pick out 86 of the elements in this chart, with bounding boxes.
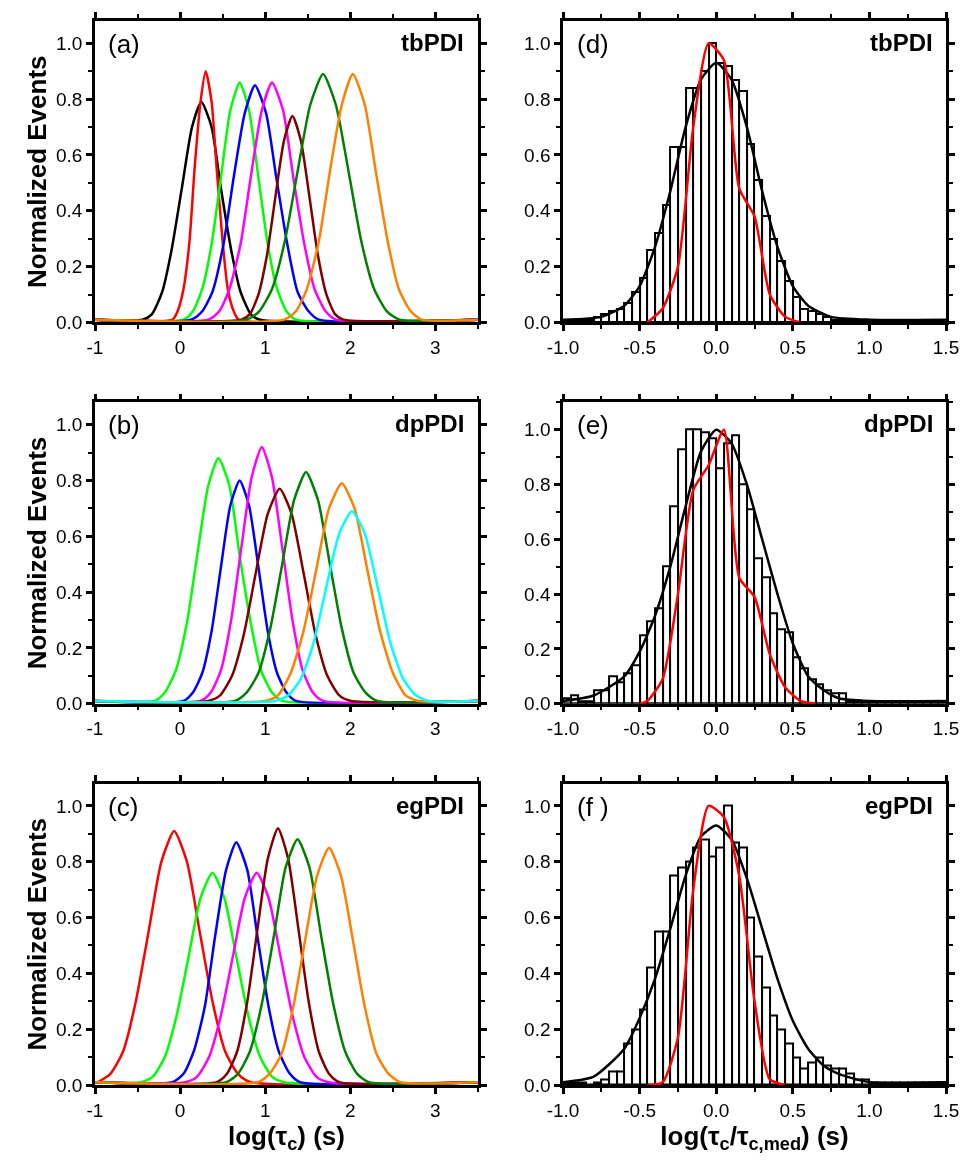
x-axis-title: log(τ$_{c}$) (s) [227,1120,345,1155]
x-tick-label: 1 [259,1099,271,1121]
y-tick-label: 0.0 [524,693,551,715]
y-tick-label: 0.8 [56,88,83,110]
y-tick-label: 1.0 [524,32,551,54]
y-tick-label: 0.2 [56,1018,83,1040]
annotation: (a) [108,29,140,59]
y-tick-label: 0.6 [524,528,551,550]
y-tick-label: 0.4 [524,583,551,605]
x-tick-label: 1.5 [932,718,960,740]
y-axis-title: Normalized Events [22,817,53,1051]
y-tick-label: 0.4 [56,200,83,222]
x-tick-label: 1.0 [856,337,883,359]
x-tick-label: 1.5 [932,337,960,359]
annotation: egPDI [396,792,465,819]
y-tick-label: 1.0 [524,419,551,441]
y-tick-label: 0.0 [524,1074,551,1096]
y-tick-label: 0.2 [524,1018,551,1040]
annotation: (d) [577,29,609,59]
annotation: tbPDI [870,29,933,56]
y-tick-label: 0.8 [524,88,551,110]
x-tick-label: -1.0 [546,337,580,359]
x-tick-label: 1 [259,337,271,359]
x-tick-label: 1 [259,718,271,740]
x-tick-label: 2 [345,718,356,740]
x-tick-label: 0.0 [703,337,730,359]
annotation: tbPDI [401,29,464,56]
y-axis-title: Normalized Events [22,436,53,670]
y-tick-label: 0.6 [524,907,551,929]
y-axis-title: Normalized Events [22,55,53,289]
x-tick-label: 0.5 [779,337,807,359]
x-tick-label: -0.5 [623,718,657,740]
x-tick-label: 2 [345,1099,356,1121]
x-tick-label: 0 [174,718,186,740]
y-tick-label: 0.2 [56,256,83,278]
x-tick-label: 3 [430,718,441,740]
y-tick-label: 0.4 [524,962,551,984]
y-tick-label: 0.2 [56,637,83,659]
x-tick-label: 0.0 [703,1099,730,1121]
x-axis-title: log(τ$_{c}$/τ$_{c,med}$) (s) [660,1120,849,1155]
annotation: (f ) [577,792,609,822]
annotation: (c) [108,792,139,822]
annotation: (e) [577,410,609,440]
y-tick-label: 0.8 [56,470,83,492]
x-tick-label: -1.0 [546,718,580,740]
x-tick-label: 0.5 [779,718,807,740]
x-tick-label: 1.5 [932,1099,960,1121]
annotation: egPDI [865,792,934,819]
y-tick-label: 0.2 [524,638,551,660]
y-tick-label: 0.0 [56,693,83,715]
x-tick-label: 3 [430,337,441,359]
y-tick-label: 0.8 [524,474,551,496]
y-tick-label: 0.4 [56,581,83,603]
x-tick-label: 0.5 [779,1099,807,1121]
x-tick-label: 0.0 [703,718,730,740]
y-tick-label: 1.0 [56,32,83,54]
annotation: (b) [108,410,140,440]
y-tick-label: 0.6 [524,144,551,166]
x-tick-label: 1.0 [856,718,883,740]
y-tick-label: 0.0 [56,312,83,334]
y-tick-label: 0.4 [56,962,83,984]
y-tick-label: 1.0 [524,795,551,817]
x-tick-label: 3 [430,1099,441,1121]
x-tick-label: 2 [345,337,356,359]
y-tick-label: 0.0 [524,312,551,334]
y-tick-label: 1.0 [56,414,83,436]
y-tick-label: 0.8 [524,851,551,873]
y-tick-label: 1.0 [56,795,83,817]
x-tick-label: 0 [174,337,186,359]
y-tick-label: 0.2 [524,256,551,278]
y-tick-label: 0.6 [56,525,83,547]
x-tick-label: -1 [86,337,104,359]
x-tick-label: -0.5 [623,1099,657,1121]
y-tick-label: 0.0 [56,1074,83,1096]
y-tick-label: 0.6 [56,144,83,166]
x-tick-label: 0 [174,1099,186,1121]
y-tick-label: 0.8 [56,851,83,873]
x-tick-label: -1 [86,718,104,740]
annotation: dpPDI [864,410,934,437]
x-tick-label: -1.0 [546,1099,580,1121]
annotation: dpPDI [395,410,465,437]
y-tick-label: 0.4 [524,200,551,222]
x-tick-label: -0.5 [623,337,657,359]
x-tick-label: 1.0 [856,1099,883,1121]
y-tick-label: 0.6 [56,907,83,929]
x-tick-label: -1 [86,1099,104,1121]
